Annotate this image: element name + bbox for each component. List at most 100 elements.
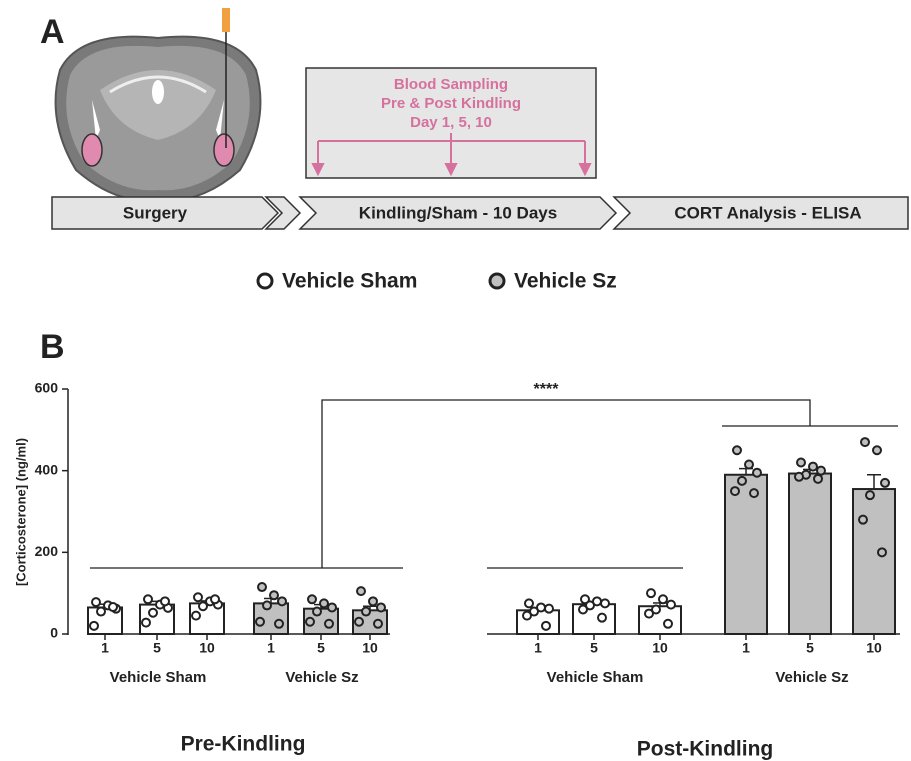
group-label: Vehicle Sz (285, 669, 358, 686)
data-point (524, 598, 534, 609)
data-point (312, 606, 322, 617)
data-point (860, 437, 870, 448)
data-point (541, 620, 551, 631)
data-point (730, 486, 740, 497)
data-point (666, 599, 676, 610)
timeline-arrows (51, 196, 909, 230)
data-point (872, 445, 882, 456)
legend-marker (256, 272, 274, 290)
data-point (651, 604, 661, 615)
bar (788, 472, 832, 635)
data-point (658, 594, 668, 605)
data-point (732, 445, 742, 456)
y-axis-label: [Corticosterone] (ng/ml) (13, 438, 28, 586)
data-point (646, 588, 656, 599)
data-point (319, 598, 329, 609)
data-point (376, 602, 386, 613)
legend-label: Vehicle Sz (514, 270, 617, 293)
x-tick-label: 5 (153, 640, 161, 656)
x-tick-label: 1 (742, 640, 750, 656)
data-point (269, 590, 279, 601)
y-tick-label: 400 (35, 461, 59, 477)
data-point (141, 617, 151, 628)
data-point (361, 606, 371, 617)
x-tick-label: 5 (317, 640, 325, 656)
bar (724, 473, 768, 635)
data-point (274, 618, 284, 629)
data-point (191, 610, 201, 621)
x-tick-label: 5 (806, 640, 814, 656)
y-tick-label: 200 (35, 543, 59, 559)
step-label: Kindling/Sham - 10 Days (359, 203, 557, 222)
data-point (368, 596, 378, 607)
panel-label: B (40, 328, 65, 366)
group-label: Vehicle Sham (547, 669, 644, 686)
data-point (865, 490, 875, 501)
group-label: Vehicle Sz (775, 669, 848, 686)
data-point (373, 618, 383, 629)
panel-title: Pre-Kindling (181, 733, 306, 756)
x-tick-label: 10 (866, 640, 882, 656)
data-point (148, 607, 158, 618)
data-point (816, 465, 826, 476)
x-tick-label: 1 (267, 640, 275, 656)
data-point (749, 488, 759, 499)
data-point (257, 582, 267, 593)
data-point (808, 461, 818, 472)
significance: **** (534, 381, 560, 398)
data-point (108, 602, 118, 613)
box-text: Day 1, 5, 10 (410, 114, 492, 131)
data-point (663, 618, 673, 629)
data-point (877, 547, 887, 558)
data-point (813, 473, 823, 484)
box-text: Blood Sampling (394, 76, 508, 93)
legend-label: Vehicle Sham (282, 270, 417, 293)
data-point (522, 610, 532, 621)
data-point (262, 600, 272, 611)
data-point (794, 471, 804, 482)
data-point (198, 601, 208, 612)
data-point (307, 594, 317, 605)
data-point (143, 594, 153, 605)
bar (852, 488, 896, 635)
data-point (752, 467, 762, 478)
x-tick-label: 1 (101, 640, 109, 656)
step-label: CORT Analysis - ELISA (674, 203, 861, 222)
data-point (580, 594, 590, 605)
data-point (737, 475, 747, 486)
data-point (356, 586, 366, 597)
data-point (324, 618, 334, 629)
sampling-arrows (311, 133, 592, 177)
sampling-box (305, 67, 597, 179)
data-point (160, 596, 170, 607)
data-point (354, 616, 364, 627)
x-tick-label: 5 (590, 640, 598, 656)
data-point (644, 608, 654, 619)
data-point (327, 602, 337, 613)
box-text: Pre & Post Kindling (381, 95, 521, 112)
x-tick-label: 10 (199, 640, 215, 656)
data-point (880, 477, 890, 488)
legend-marker (488, 272, 506, 290)
step-label: Surgery (123, 203, 188, 222)
data-point (529, 606, 539, 617)
data-point (210, 594, 220, 605)
panel-label: A (40, 13, 65, 51)
data-point (585, 600, 595, 611)
y-tick-label: 0 (50, 625, 58, 641)
data-point (305, 616, 315, 627)
data-point (796, 457, 806, 468)
x-tick-label: 1 (534, 640, 542, 656)
data-point (255, 616, 265, 627)
data-point (600, 598, 610, 609)
group-label: Vehicle Sham (110, 669, 207, 686)
x-tick-label: 10 (652, 640, 668, 656)
significance-brackets (90, 399, 898, 569)
data-point (544, 603, 554, 614)
x-tick-label: 10 (362, 640, 378, 656)
data-point (193, 592, 203, 603)
data-point (91, 597, 101, 608)
data-point (858, 514, 868, 525)
data-point (744, 459, 754, 470)
